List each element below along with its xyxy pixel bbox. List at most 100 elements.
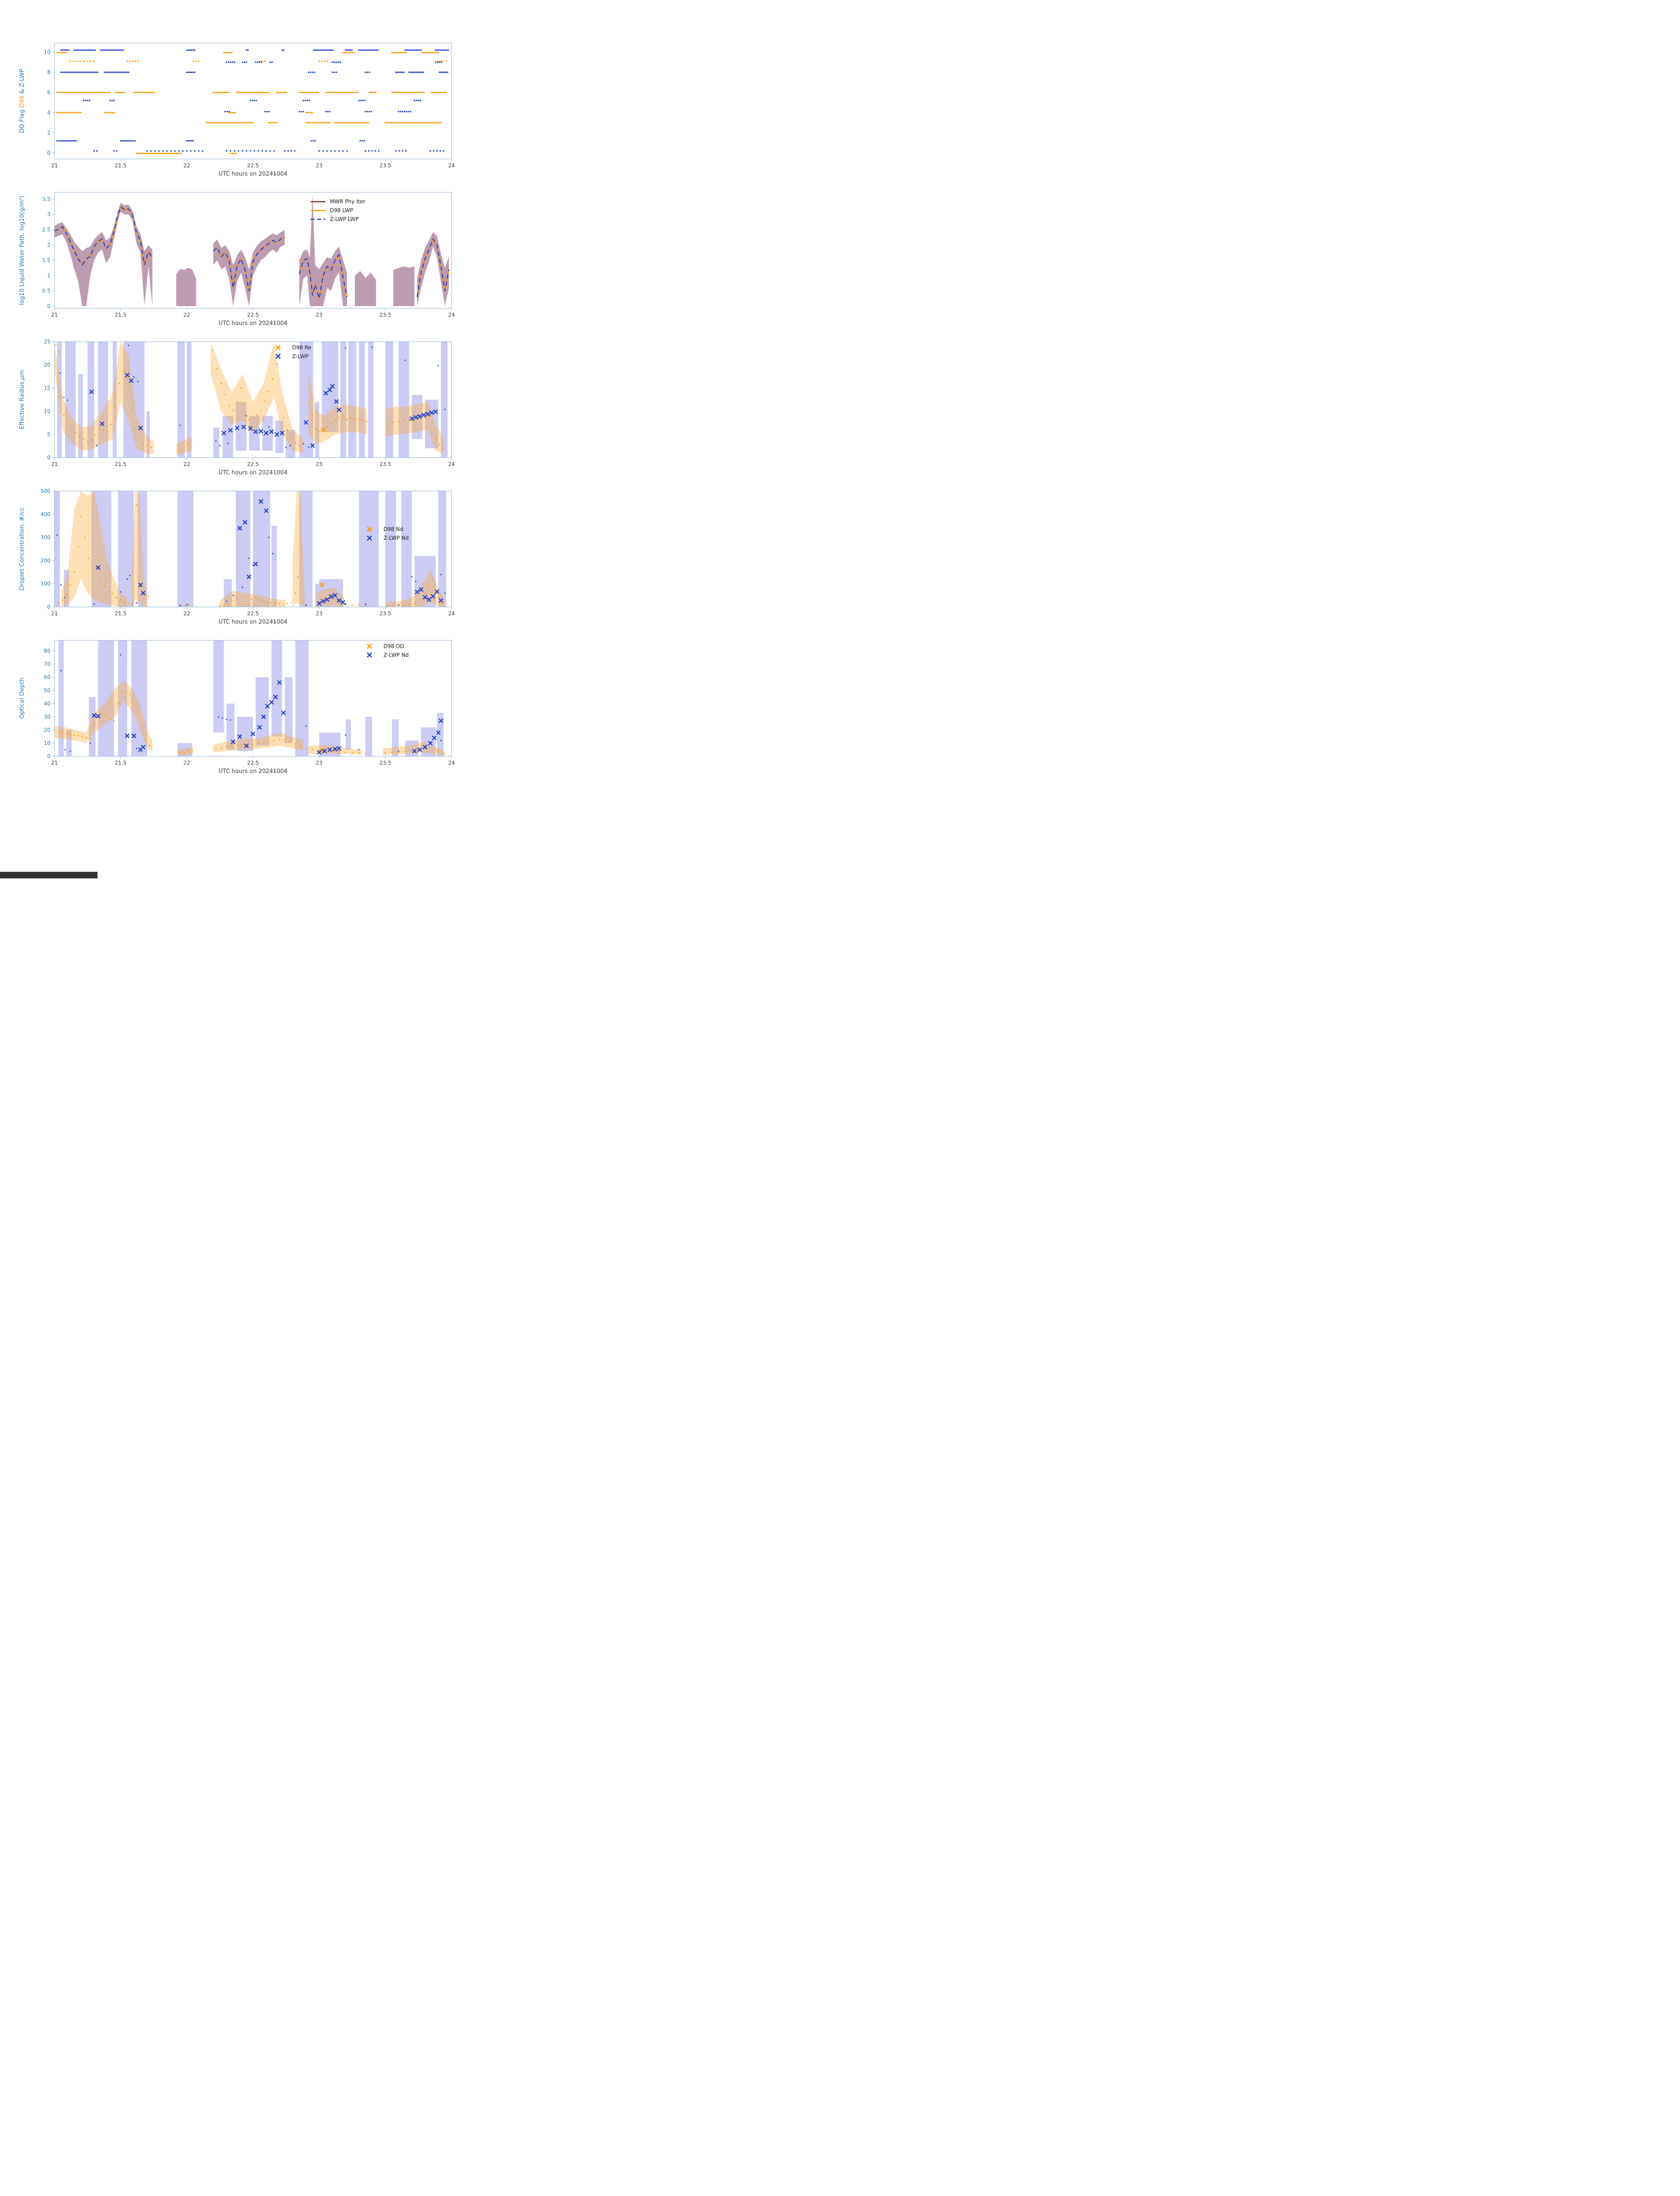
svg-text:1: 1 <box>47 272 51 278</box>
svg-text:22.5: 22.5 <box>247 461 259 467</box>
bottom-left-dark-bar <box>0 872 98 878</box>
svg-text:DQ Flag D98 & Z-LWP: DQ Flag D98 & Z-LWP <box>18 69 25 133</box>
svg-text:5: 5 <box>47 431 51 437</box>
svg-text:22: 22 <box>184 461 190 467</box>
panel-effective-radius: 0 5 10 15 20 25 21 21.5 22 22.5 23 23.5 24 UTC hours … <box>0 330 560 480</box>
svg-text:0: 0 <box>47 303 51 309</box>
optical-depth-chart: 0 10 20 30 40 50 60 70 80 21 21.5 22 22.5 23 23.5 24 UTC… <box>18 640 455 775</box>
svg-text:80: 80 <box>44 648 51 654</box>
svg-text:21.5: 21.5 <box>115 610 126 617</box>
svg-text:21: 21 <box>51 163 58 169</box>
liquid-water-path-chart: 00.511.522.533.521 21.5 22 22.5 23 23.5 24UTC … <box>18 192 455 327</box>
svg-text:23.5: 23.5 <box>379 312 391 318</box>
svg-text:24: 24 <box>448 760 455 766</box>
svg-text:Z-LWP: Z-LWP <box>292 353 308 359</box>
droplet-concentration-chart: 0 100 200 300 400 500 21 21.5 22 22.5 23 23.5 24 UTC … <box>18 488 455 625</box>
svg-text:UTC hours on 20241004: UTC hours on 20241004 <box>218 470 287 476</box>
svg-text:300: 300 <box>40 535 51 541</box>
svg-text:MWR Phy Iter: MWR Phy Iter <box>330 199 365 205</box>
svg-text:20: 20 <box>44 362 51 368</box>
svg-text:24: 24 <box>448 312 455 318</box>
svg-text:0: 0 <box>47 604 51 610</box>
svg-text:24: 24 <box>448 163 455 169</box>
svg-text:10: 10 <box>44 408 51 414</box>
svg-text:30: 30 <box>44 714 51 720</box>
svg-text:0: 0 <box>47 455 51 461</box>
panel-liquid-water-path: 0 0.5 1 1.5 2 2.5 3 3.5 21 21.5 22 22.5 23 23.5 24 UTC … <box>0 181 560 330</box>
panel-optical-depth: 0 10 20 30 40 50 60 70 80 21 21.5 22 22.5 23 23.5 24 UTC… <box>0 629 560 778</box>
panel-dq-flag: 0 2 4 6 8 10 21 21.5 22 22.5 23 23.5 24 UTC hours on … <box>0 32 560 181</box>
panel-droplet-concentration: 0 100 200 300 400 500 21 21.5 22 22.5 23 23.5 24 UTC … <box>0 480 560 629</box>
svg-text:22: 22 <box>184 312 190 318</box>
svg-text:60: 60 <box>44 674 51 680</box>
svg-text:21.5: 21.5 <box>115 461 126 467</box>
svg-text:21: 21 <box>51 461 58 467</box>
svg-text:3: 3 <box>47 211 51 217</box>
svg-text:23.5: 23.5 <box>379 461 391 467</box>
svg-text:21.5: 21.5 <box>115 312 126 318</box>
svg-text:23.5: 23.5 <box>379 610 391 617</box>
svg-text:2: 2 <box>47 242 51 248</box>
svg-text:D98 Re: D98 Re <box>292 344 311 350</box>
svg-text:0: 0 <box>47 753 51 759</box>
svg-text:23: 23 <box>316 312 322 318</box>
svg-text:22: 22 <box>184 760 190 766</box>
svg-text:UTC hours on 20241004: UTC hours on 20241004 <box>218 768 287 775</box>
svg-text:40: 40 <box>44 701 51 707</box>
svg-text:500: 500 <box>40 488 51 494</box>
svg-text:20: 20 <box>44 727 51 733</box>
svg-text:25: 25 <box>44 339 51 345</box>
svg-text:70: 70 <box>44 661 51 667</box>
svg-text:23: 23 <box>316 163 322 169</box>
svg-text:D98 OD: D98 OD <box>383 643 404 649</box>
svg-text:22.5: 22.5 <box>247 760 259 766</box>
svg-text:Droplet Concentration, #/cc: Droplet Concentration, #/cc <box>18 508 25 591</box>
svg-text:21.5: 21.5 <box>115 760 126 766</box>
svg-text:Effective Radius,µm: Effective Radius,µm <box>18 370 25 430</box>
svg-text:8: 8 <box>47 69 51 76</box>
svg-text:23: 23 <box>316 461 322 467</box>
figure-canvas: 0 2 4 6 8 10 21 21.5 22 22.5 23 23.5 24 UTC hours on … <box>0 0 560 878</box>
svg-text:21: 21 <box>51 610 58 617</box>
svg-text:2.5: 2.5 <box>42 227 51 233</box>
svg-text:22.5: 22.5 <box>247 163 259 169</box>
svg-text:23.5: 23.5 <box>379 760 391 766</box>
svg-text:50: 50 <box>44 687 51 693</box>
svg-text:21.5: 21.5 <box>115 163 126 169</box>
svg-text:UTC hours on 20241004: UTC hours on 20241004 <box>218 320 287 327</box>
svg-text:21: 21 <box>51 760 58 766</box>
svg-text:D98 LWP: D98 LWP <box>330 207 353 213</box>
svg-text:0.5: 0.5 <box>42 288 51 294</box>
svg-text:23.5: 23.5 <box>379 163 391 169</box>
effective-radius-chart: 0 5 10 15 20 25 21 21.5 22 22.5 23 23.5 24 UTC hours … <box>18 339 455 476</box>
svg-text:4: 4 <box>47 109 51 116</box>
svg-text:24: 24 <box>448 461 455 467</box>
svg-text:22: 22 <box>184 610 190 617</box>
svg-text:22: 22 <box>184 163 190 169</box>
svg-text:22.5: 22.5 <box>247 610 259 617</box>
svg-text:24: 24 <box>448 610 455 617</box>
svg-text:UTC hours on 20241004: UTC hours on 20241004 <box>218 619 287 625</box>
svg-text:15: 15 <box>44 385 51 391</box>
svg-text:3.5: 3.5 <box>42 196 51 202</box>
svg-text:2: 2 <box>47 130 51 136</box>
svg-text:Z-LWP LWP: Z-LWP LWP <box>330 216 359 222</box>
svg-text:21: 21 <box>51 312 58 318</box>
svg-text:400: 400 <box>40 511 51 517</box>
svg-text:1.5: 1.5 <box>42 257 51 264</box>
svg-text:0: 0 <box>47 150 51 156</box>
svg-text:23: 23 <box>316 760 322 766</box>
svg-text:200: 200 <box>40 557 51 563</box>
svg-text:Z-LWP Nd: Z-LWP Nd <box>383 652 408 658</box>
svg-text:10: 10 <box>44 49 51 55</box>
svg-text:6: 6 <box>47 89 51 95</box>
svg-text:D98 Nd: D98 Nd <box>383 526 403 532</box>
svg-text:23: 23 <box>316 610 322 617</box>
svg-text:Optical Depth: Optical Depth <box>18 678 25 719</box>
svg-text:22.5: 22.5 <box>247 312 259 318</box>
svg-text:Z-LWP Nd: Z-LWP Nd <box>383 535 408 541</box>
svg-text:100: 100 <box>40 581 51 587</box>
svg-text:log10 Liquid Water Path, log10: log10 Liquid Water Path, log10(g/m²) <box>18 195 25 305</box>
svg-text:UTC hours on 20241004: UTC hours on 20241004 <box>218 171 287 177</box>
